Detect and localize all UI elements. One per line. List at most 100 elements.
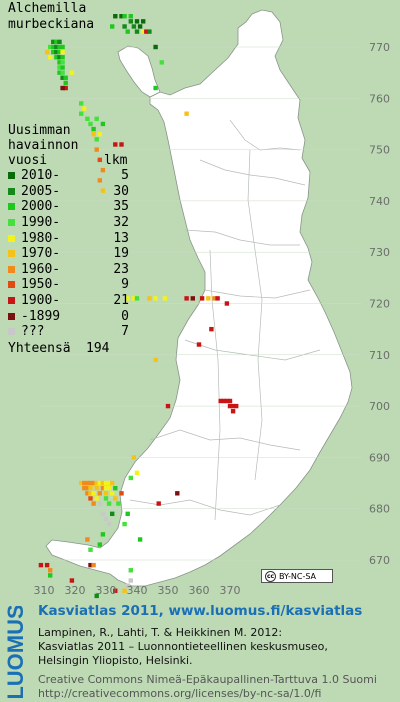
observation-square <box>234 403 239 409</box>
observation-square <box>48 44 53 50</box>
observation-square <box>63 85 68 91</box>
observation-square <box>94 485 99 491</box>
observation-square <box>85 116 90 122</box>
observation-square <box>206 296 211 301</box>
observation-square <box>94 147 99 152</box>
x-tick-label: 330 <box>96 584 117 597</box>
observation-square <box>113 142 118 147</box>
observation-square <box>97 480 102 486</box>
legend-total-label: Yhteensä <box>8 340 71 356</box>
observation-square <box>125 511 130 517</box>
legend-label: 1960- <box>21 261 61 277</box>
legend-label: 2005- <box>21 183 61 199</box>
observation-square <box>85 537 90 542</box>
observation-square <box>88 485 93 491</box>
legend-label: ??? <box>21 324 45 340</box>
legend-count: 30 <box>113 183 129 199</box>
legend: Uusimman havainnon vuosi lkm 2010- 5 2005-… <box>8 123 129 356</box>
y-tick-label: 730 <box>369 246 390 259</box>
observation-square <box>137 24 143 29</box>
observation-square <box>91 132 96 137</box>
observation-square <box>97 501 102 506</box>
citation-line-1: Lampinen, R., Lahti, T. & Heikkinen M. 2… <box>38 626 283 639</box>
cc-badge-text: BY-NC-SA <box>279 571 317 581</box>
legend-swatch <box>8 234 15 242</box>
observation-square <box>134 296 140 301</box>
observation-square <box>116 501 121 506</box>
y-tick-label: 700 <box>369 400 390 413</box>
legend-label: 1970- <box>21 246 61 262</box>
legend-row: 2000- 35 <box>8 199 129 215</box>
observation-square <box>63 80 68 86</box>
observation-square <box>57 44 62 50</box>
observation-square <box>48 55 53 60</box>
observation-square <box>122 24 127 29</box>
observation-square <box>153 357 158 363</box>
observation-square <box>165 403 171 409</box>
observation-square <box>113 496 118 501</box>
observation-square <box>141 29 146 34</box>
legend-row: 2005- 30 <box>8 184 129 200</box>
legend-count: 7 <box>121 324 129 340</box>
legend-swatch <box>8 265 15 273</box>
observation-square <box>199 296 205 301</box>
observation-square <box>209 326 214 332</box>
observation-square <box>230 409 236 414</box>
footer-heading[interactable]: Kasviatlas 2011, www.luomus.fi/kasviatla… <box>38 603 363 619</box>
observation-square <box>147 296 152 301</box>
observation-square <box>153 44 158 50</box>
observation-square <box>88 121 93 127</box>
finland-land <box>45 9 353 587</box>
y-tick-label: 760 <box>369 92 390 105</box>
observation-square <box>103 491 109 496</box>
y-tick-label: 710 <box>369 349 390 362</box>
observation-square <box>100 532 106 537</box>
x-tick-label: 370 <box>220 584 241 597</box>
observation-square <box>100 511 106 517</box>
y-tick-label: 690 <box>369 451 390 464</box>
cc-license-badge[interactable]: cc BY-NC-SA <box>261 569 333 583</box>
legend-label: -1899 <box>21 308 61 324</box>
x-tick-label: 310 <box>34 584 55 597</box>
observation-square <box>44 562 50 568</box>
observation-square <box>128 19 133 24</box>
luomus-logo: LUOMUS <box>4 606 28 698</box>
legend-total: Yhteensä 194 <box>8 341 129 356</box>
y-tick-label: 740 <box>369 195 390 208</box>
x-tick-label: 360 <box>189 584 210 597</box>
observation-square <box>106 480 112 486</box>
observation-square <box>97 157 102 163</box>
legend-count: 32 <box>113 215 129 231</box>
observation-square <box>100 188 106 193</box>
legend-swatch <box>8 203 15 211</box>
observation-square <box>227 403 233 409</box>
observation-square <box>224 398 230 404</box>
observation-square <box>125 583 130 588</box>
observation-square <box>54 55 59 60</box>
observation-square <box>54 44 59 50</box>
observation-square <box>88 491 93 496</box>
observation-square <box>51 44 56 50</box>
legend-count: 35 <box>113 199 129 215</box>
observation-square <box>175 491 180 496</box>
observation-square <box>94 480 99 486</box>
observation-square <box>79 111 84 116</box>
legend-count: 21 <box>113 293 129 309</box>
observation-square <box>88 480 93 486</box>
legend-row: -1899 0 <box>8 308 129 324</box>
observation-square <box>218 398 223 404</box>
observation-square <box>91 501 96 506</box>
x-tick-label: 350 <box>158 584 179 597</box>
observation-square <box>51 39 56 45</box>
observation-square <box>131 24 137 29</box>
observation-square <box>110 511 115 517</box>
observation-square <box>94 137 99 142</box>
observation-square <box>153 296 158 301</box>
observation-points <box>38 14 239 599</box>
observation-square <box>60 60 65 65</box>
legend-row: 1900- 21 <box>8 293 129 309</box>
legend-count: 0 <box>121 308 129 324</box>
license-url[interactable]: http://creativecommons.org/licenses/by-n… <box>38 687 322 700</box>
observation-square <box>125 29 130 34</box>
observation-square <box>91 480 96 486</box>
